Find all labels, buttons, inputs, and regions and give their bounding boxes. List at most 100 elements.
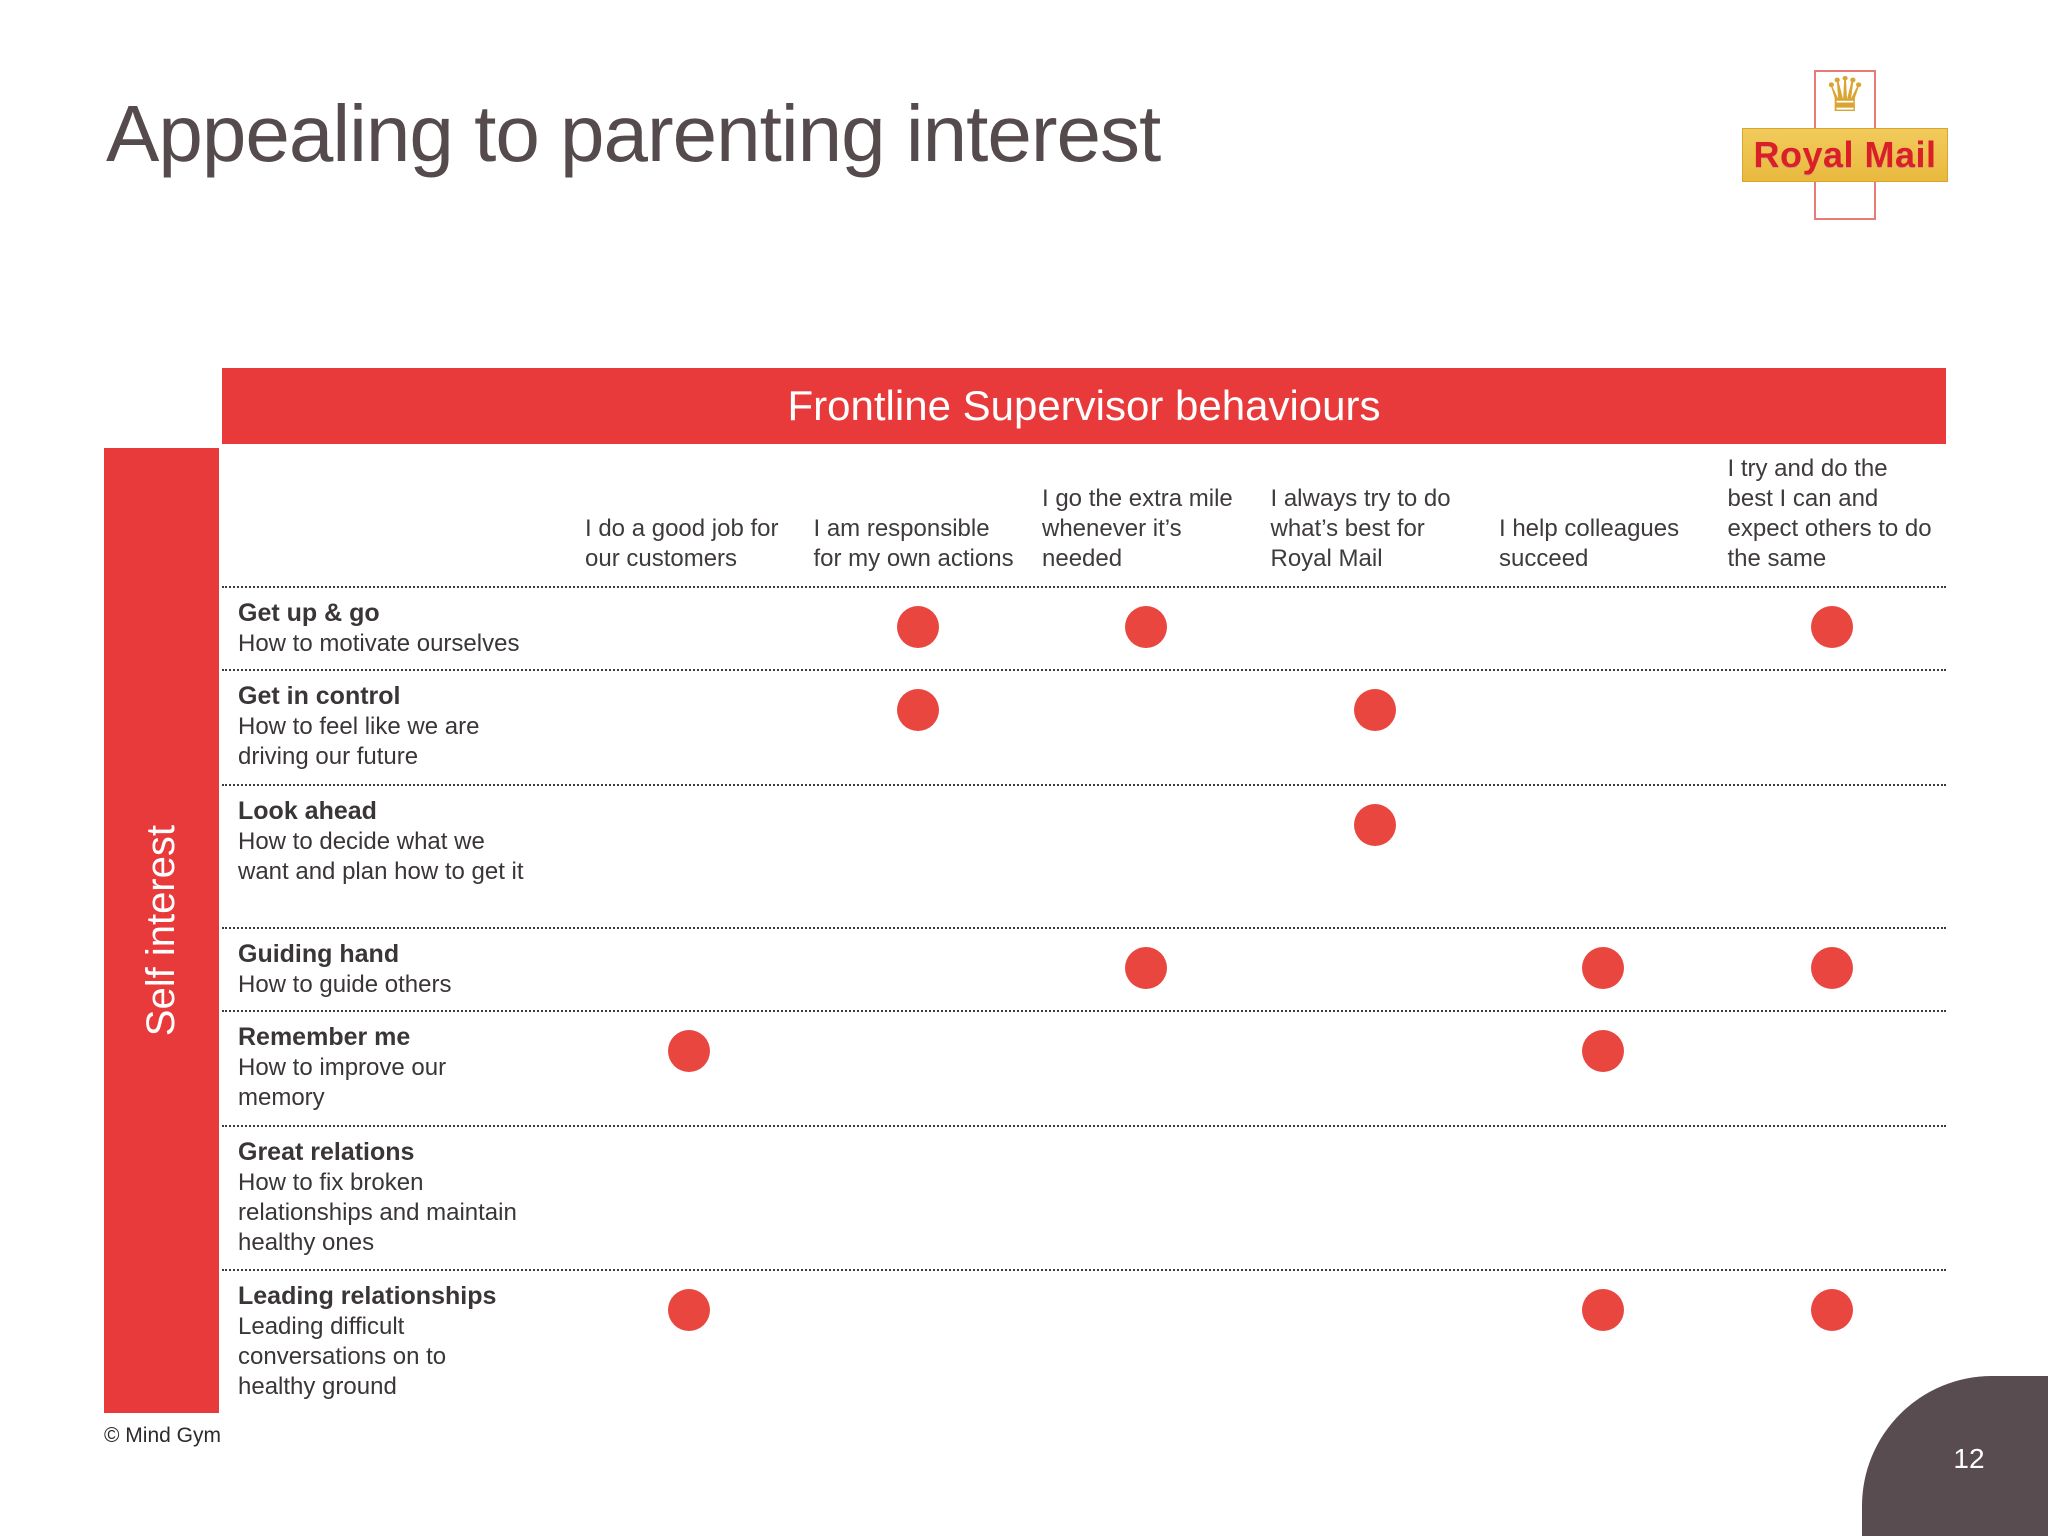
matrix-cell-r7-c1 — [575, 1281, 804, 1407]
matrix-cell-r5-c1 — [575, 1022, 804, 1115]
matrix-cell-r2-c2 — [804, 681, 1033, 774]
row-title: Get in control — [238, 682, 401, 710]
matrix-cell-r3-c5 — [1489, 796, 1718, 917]
row-description: How to guide others — [238, 971, 452, 998]
matrix-cell-r6-c5 — [1489, 1137, 1718, 1259]
row-description: How to fix broken relationships and main… — [238, 1169, 517, 1256]
column-header-5: I help colleagues succeed — [1499, 515, 1680, 572]
row-title: Look ahead — [238, 797, 377, 825]
matrix-cell-r1-c4 — [1261, 598, 1490, 659]
matrix-row-2: Get in control How to feel like we are dr… — [222, 671, 1946, 786]
column-header-2: I am responsible for my own actions — [813, 515, 1014, 572]
column-header-1: I do a good job for our customers — [585, 515, 779, 572]
matrix-cell-r1-c2 — [804, 598, 1033, 659]
matrix-cell-r3-c4 — [1261, 796, 1490, 917]
royal-mail-logo: ♛ Royal Mail — [1742, 67, 1948, 222]
matrix-cell-r7-c2 — [804, 1281, 1033, 1407]
matrix-cell-r3-c2 — [804, 796, 1033, 917]
column-header-row: I do a good job for our customers I am re… — [222, 444, 1946, 588]
matrix-cell-r5-c4 — [1261, 1022, 1490, 1115]
matrix-cell-r4-c4 — [1261, 939, 1490, 1000]
matrix-header-banner: Frontline Supervisor behaviours — [222, 368, 1946, 444]
matrix-cell-r2-c1 — [575, 681, 804, 774]
matrix-cell-r7-c3 — [1032, 1281, 1261, 1407]
red-dot — [1353, 804, 1396, 846]
matrix-cell-r5-c6 — [1718, 1022, 1947, 1115]
column-header-6: I try and do the best I can and expect o… — [1727, 455, 1932, 572]
matrix-cell-r4-c1 — [575, 939, 804, 1000]
red-dot — [1125, 606, 1168, 648]
matrix-row-5: Remember me How to improve our memory — [222, 1012, 1946, 1127]
page-number: 12 — [1953, 1443, 1985, 1474]
row-title: Great relations — [238, 1138, 415, 1166]
matrix-cell-r2-c6 — [1718, 681, 1947, 774]
side-category-bar: Self interest — [104, 448, 219, 1413]
red-dot — [1582, 947, 1625, 989]
row-description: Leading difficult conversations on to he… — [238, 1313, 447, 1400]
matrix-cell-r6-c1 — [575, 1137, 804, 1259]
matrix-cell-r3-c6 — [1718, 796, 1947, 917]
matrix-cell-r1-c5 — [1489, 598, 1718, 659]
matrix-cell-r5-c5 — [1489, 1022, 1718, 1115]
row-title: Leading relationships — [238, 1282, 497, 1310]
row-label: Guiding hand How to guide others — [222, 939, 575, 1000]
matrix-cell-r6-c4 — [1261, 1137, 1490, 1259]
red-dot — [1353, 689, 1396, 731]
matrix-cell-r6-c3 — [1032, 1137, 1261, 1259]
matrix-cell-r6-c6 — [1718, 1137, 1947, 1259]
matrix-cell-r4-c6 — [1718, 939, 1947, 1000]
matrix-cell-r5-c2 — [804, 1022, 1033, 1115]
row-label: Get in control How to feel like we are dr… — [222, 681, 575, 774]
column-header-3: I go the extra mile whenever it’s needed — [1042, 485, 1233, 572]
copyright-footer: © Mind Gym — [104, 1424, 221, 1447]
row-label: Great relations How to fix broken relatio… — [222, 1137, 575, 1259]
row-description: How to feel like we are driving our futu… — [238, 713, 480, 770]
matrix-row-1: Get up & go How to motivate ourselves — [222, 588, 1946, 671]
matrix-cell-r6-c2 — [804, 1137, 1033, 1259]
crown-icon: ♛ — [1823, 67, 1867, 123]
red-dot — [896, 606, 939, 648]
row-title: Get up & go — [238, 599, 380, 627]
matrix-rows: Get up & go How to motivate ourselves Get … — [222, 588, 1946, 1417]
logo-text: Royal Mail — [1753, 134, 1937, 175]
matrix-cell-r4-c5 — [1489, 939, 1718, 1000]
matrix-cell-r7-c5 — [1489, 1281, 1718, 1407]
red-dot — [1810, 606, 1853, 648]
behaviour-matrix: I do a good job for our customers I am re… — [222, 444, 1946, 1417]
red-dot — [668, 1289, 711, 1331]
side-category-label: Self interest — [139, 824, 183, 1037]
matrix-cell-r7-c4 — [1261, 1281, 1490, 1407]
row-label: Remember me How to improve our memory — [222, 1022, 575, 1115]
red-dot — [1810, 947, 1853, 989]
red-dot — [668, 1030, 711, 1072]
red-dot — [1582, 1030, 1625, 1072]
matrix-row-3: Look ahead How to decide what we want and… — [222, 786, 1946, 929]
matrix-cell-r2-c4 — [1261, 681, 1490, 774]
column-header-4: I always try to do what’s best for Royal… — [1270, 485, 1451, 572]
row-label: Look ahead How to decide what we want and… — [222, 796, 575, 917]
matrix-cell-r2-c5 — [1489, 681, 1718, 774]
red-dot — [1582, 1289, 1625, 1331]
matrix-cell-r1-c3 — [1032, 598, 1261, 659]
red-dot — [896, 689, 939, 731]
red-dot — [1810, 1289, 1853, 1331]
matrix-cell-r7-c6 — [1718, 1281, 1947, 1407]
page-title: Appealing to parenting interest — [106, 89, 1161, 178]
matrix-cell-r1-c6 — [1718, 598, 1947, 659]
matrix-cell-r1-c1 — [575, 598, 804, 659]
matrix-cell-r3-c3 — [1032, 796, 1261, 917]
matrix-row-7: Leading relationships Leading difficult c… — [222, 1271, 1946, 1417]
row-label: Get up & go How to motivate ourselves — [222, 598, 575, 659]
row-description: How to improve our memory — [238, 1054, 447, 1111]
logo-plate: Royal Mail — [1742, 128, 1948, 182]
matrix-cell-r5-c3 — [1032, 1022, 1261, 1115]
matrix-cell-r2-c3 — [1032, 681, 1261, 774]
row-label: Leading relationships Leading difficult c… — [222, 1281, 575, 1407]
matrix-row-4: Guiding hand How to guide others — [222, 929, 1946, 1012]
matrix-cell-r4-c2 — [804, 939, 1033, 1000]
column-header-spacer — [222, 574, 575, 586]
row-title: Remember me — [238, 1023, 411, 1051]
matrix-row-6: Great relations How to fix broken relatio… — [222, 1127, 1946, 1271]
red-dot — [1125, 947, 1168, 989]
